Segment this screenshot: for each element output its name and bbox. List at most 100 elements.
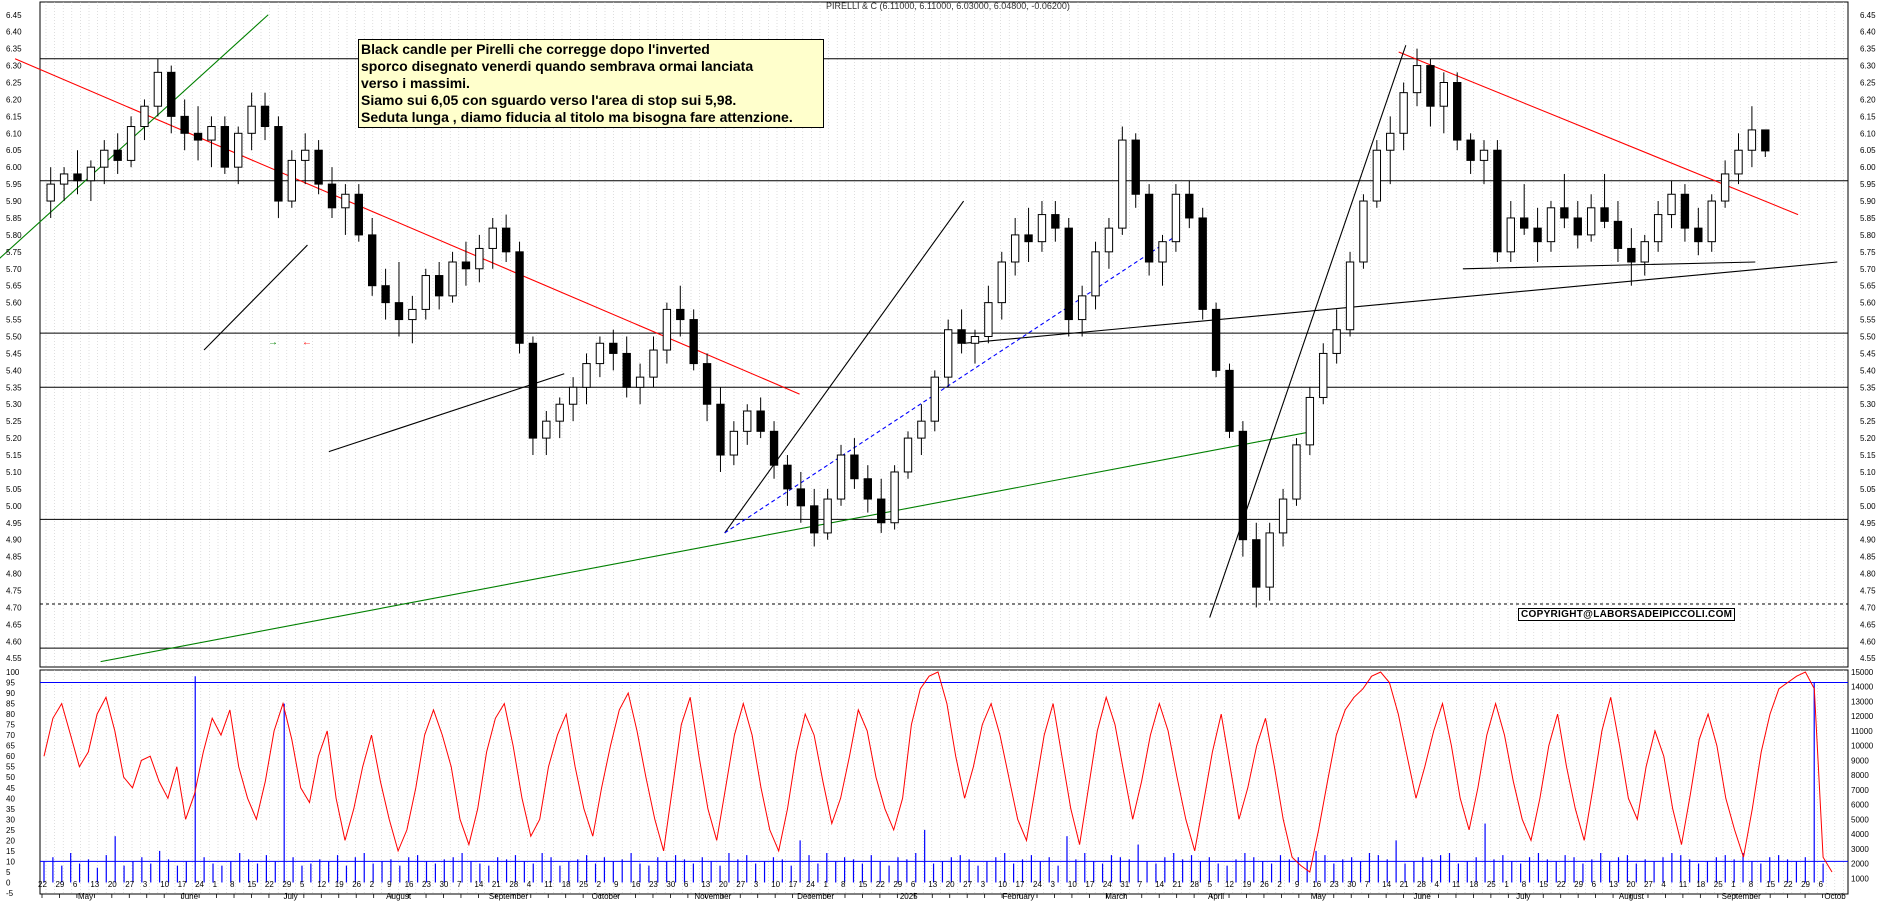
day-tick-label: 23	[649, 880, 658, 889]
candle-body	[73, 173, 82, 182]
month-label: September	[1722, 892, 1761, 901]
candle-body	[1734, 149, 1743, 175]
candle-body	[167, 71, 176, 117]
osc-tick-label: 80	[6, 710, 15, 719]
osc-tick-label: 60	[6, 752, 15, 761]
month-label: February	[1003, 892, 1035, 901]
price-tick-label: 6.40	[6, 28, 22, 37]
day-tick-label: 16	[632, 880, 641, 889]
month-label: September	[489, 892, 528, 901]
candle-body	[1520, 217, 1529, 229]
candle-body	[783, 464, 792, 490]
candle-body	[461, 261, 471, 270]
annotation-line: sporco disegnato venerdi quando sembrava…	[361, 58, 754, 74]
price-tick-label: 6.45	[1860, 11, 1876, 20]
price-tick-label: 5.70	[1860, 265, 1876, 274]
candle-body	[381, 285, 390, 304]
day-tick-label: 31	[1120, 880, 1129, 889]
candle-body	[1252, 539, 1261, 588]
day-tick-label: 6	[1819, 880, 1824, 889]
day-tick-label: 16	[1312, 880, 1321, 889]
price-tick-label: 5.40	[1860, 366, 1876, 375]
candle-body	[1426, 65, 1435, 107]
price-tick-label: 5.45	[1860, 349, 1876, 358]
day-tick-label: 9	[387, 880, 392, 889]
day-tick-label: 11	[1452, 880, 1461, 889]
candle-body	[1332, 329, 1341, 354]
osc-tick-label: 40	[6, 794, 15, 803]
price-tick-label: 4.60	[6, 637, 22, 646]
price-tick-label: 4.90	[1860, 536, 1876, 545]
candle-body	[877, 498, 886, 524]
candle-body	[126, 126, 136, 161]
annotation-line: Siamo sui 6,05 con sguardo verso l'area …	[361, 92, 737, 108]
price-tick-label: 5.65	[6, 282, 22, 291]
price-tick-label: 4.65	[6, 620, 22, 629]
day-tick-label: 28	[509, 880, 518, 889]
price-tick-label: 6.15	[1860, 112, 1876, 121]
day-tick-label: 24	[806, 880, 815, 889]
candle-body	[394, 302, 404, 321]
day-tick-label: 11	[544, 880, 553, 889]
price-horizontal-levels	[40, 58, 1848, 649]
trendline	[724, 200, 965, 534]
month-label: June	[181, 892, 199, 901]
osc-tick-label: 15	[6, 847, 15, 856]
price-tick-label: 5.90	[6, 197, 22, 206]
day-tick-label: 1	[1731, 880, 1736, 889]
day-tick-label: 22	[38, 880, 47, 889]
day-tick-label: 6	[684, 880, 689, 889]
day-tick-label: 19	[1242, 880, 1251, 889]
day-tick-label: 27	[1644, 880, 1653, 889]
candle-body	[1640, 241, 1649, 263]
trendline	[328, 373, 565, 453]
trendline	[203, 244, 308, 351]
candle-body	[1037, 214, 1047, 243]
price-tick-label: 5.40	[6, 366, 22, 375]
day-tick-label: 27	[125, 880, 134, 889]
candle-body	[1292, 444, 1301, 500]
candle-body	[1412, 65, 1422, 94]
candle-body	[1198, 217, 1207, 310]
price-tick-label: 5.60	[1860, 299, 1876, 308]
day-tick-label: 5	[300, 880, 305, 889]
day-tick-label: 3	[981, 880, 986, 889]
price-tick-label: 5.10	[6, 468, 22, 477]
candle-body	[1453, 82, 1462, 141]
osc-tick-label: 20	[6, 836, 15, 845]
price-tick-label: 5.25	[6, 417, 22, 426]
day-tick-label: 29	[1801, 880, 1810, 889]
candle-body	[207, 126, 216, 141]
candle-body	[662, 308, 672, 351]
candle-body	[1694, 227, 1703, 243]
candle-body	[341, 193, 350, 209]
day-tick-label: 30	[666, 880, 675, 889]
x-axis: 22 29 6 13 20 27 3 10 17 24 1 8 15 22 29 5 12 19 26 2 9 16 23 3…	[38, 880, 1846, 901]
month-label: December	[797, 892, 834, 901]
price-tick-label: 5.75	[1860, 248, 1876, 257]
day-tick-label: 7	[1138, 880, 1143, 889]
candle-body	[957, 329, 966, 344]
candle-body	[823, 498, 832, 534]
price-tick-label: 5.75	[6, 248, 22, 257]
candle-body	[1573, 217, 1582, 236]
day-tick-label: 26	[1260, 880, 1269, 889]
candle-body	[716, 403, 725, 456]
candle-body	[515, 251, 524, 344]
day-tick-label: 22	[876, 880, 885, 889]
candle-body	[59, 173, 69, 185]
price-tick-label: 6.00	[1860, 163, 1876, 172]
price-tick-label: 6.05	[1860, 146, 1876, 155]
day-tick-label: 3	[754, 880, 759, 889]
price-tick-label: 6.30	[6, 62, 22, 71]
price-tick-label: 6.15	[6, 112, 22, 121]
candle-body	[1533, 227, 1542, 243]
candle-body	[1225, 369, 1234, 432]
candle-body	[1118, 139, 1127, 229]
candle-body	[1586, 207, 1596, 236]
day-tick-label: 28	[1417, 880, 1426, 889]
candle-body	[1278, 498, 1288, 534]
day-tick-label: 20	[1627, 880, 1636, 889]
month-label: August	[1619, 892, 1645, 901]
candle-body	[930, 376, 939, 422]
